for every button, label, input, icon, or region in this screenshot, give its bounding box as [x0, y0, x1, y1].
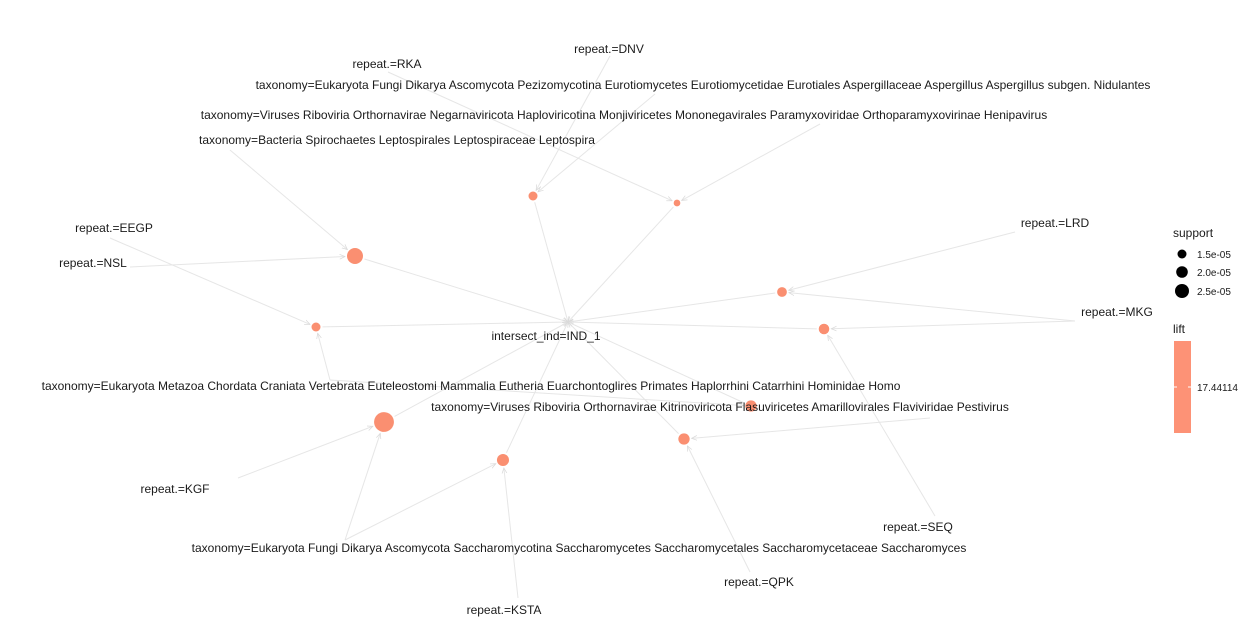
lift-legend-value: 17.44114 — [1197, 383, 1238, 394]
edge-item-to-rule — [686, 446, 751, 573]
rule-node-r1 — [528, 191, 538, 201]
item-label: repeat.=KGF — [140, 482, 209, 496]
support-legend-entry: 1.5e-05 — [1197, 250, 1231, 261]
item-label: taxonomy=Eukaryota Metazoa Chordata Cran… — [42, 379, 901, 393]
edge-item-to-rule — [229, 149, 347, 250]
edge-rule-to-consequent — [534, 202, 568, 322]
edge-rule-to-consequent — [506, 322, 569, 453]
rule-node-r4 — [311, 322, 321, 332]
rule-node-r5 — [777, 287, 787, 297]
item-label: repeat.=KSTA — [467, 603, 542, 617]
lift-colorbar — [1174, 341, 1191, 433]
legend: support 1.5e-05 2.0e-05 2.5e-05 lift 17.… — [1173, 226, 1238, 433]
edge-rule-to-consequent — [568, 322, 679, 434]
edge-item-to-rule — [318, 333, 331, 381]
item-label: taxonomy=Bacteria Spirochaetes Leptospir… — [199, 133, 595, 147]
rule-node-r7 — [374, 412, 394, 432]
edge-item-to-rule — [831, 320, 1076, 329]
lift-legend-title: lift — [1173, 322, 1186, 336]
edge-rule-to-consequent — [568, 292, 776, 322]
support-legend-dot-small — [1177, 249, 1187, 259]
item-label: repeat.=LRD — [1021, 216, 1090, 230]
edge-rule-to-consequent — [322, 322, 568, 328]
edge-rule-to-consequent — [364, 258, 568, 322]
edge-item-to-rule — [535, 55, 611, 190]
edge-item-to-rule — [692, 417, 931, 438]
edge-item-to-rule — [538, 93, 656, 192]
item-label: repeat.=DNV — [574, 42, 644, 56]
edge-rule-to-consequent — [568, 322, 817, 330]
rule-node-r3 — [347, 248, 363, 264]
edge-item-to-rule — [237, 426, 373, 479]
edge-item-to-rule — [789, 231, 1016, 290]
graph-edges — [109, 55, 1076, 599]
graph-labels: repeat.=DNV repeat.=RKA taxonomy=Eukaryota… — [42, 42, 1153, 617]
item-label: taxonomy=Viruses Riboviria Orthornavirae… — [201, 108, 1047, 122]
item-label: repeat.=NSL — [59, 256, 127, 270]
item-label: repeat.=MKG — [1081, 305, 1153, 319]
consequent-label: intersect_ind=IND_1 — [491, 329, 600, 343]
edge-item-to-rule — [828, 335, 936, 517]
support-legend-entry: 2.0e-05 — [1197, 268, 1231, 279]
edge-rule-to-consequent — [568, 321, 745, 404]
edge-item-to-rule — [129, 256, 345, 268]
item-label: repeat.=RKA — [352, 57, 421, 71]
item-label: repeat.=EEGP — [75, 221, 153, 235]
rule-node-r8 — [496, 453, 510, 467]
rule-node-r2 — [673, 199, 681, 207]
support-legend-dot-medium — [1176, 266, 1188, 278]
edge-rule-to-consequent — [394, 321, 568, 417]
edge-item-to-rule — [344, 433, 380, 541]
edge-rule-to-consequent — [568, 206, 674, 322]
edge-item-to-rule — [109, 237, 310, 325]
item-label: taxonomy=Eukaryota Fungi Dikarya Ascomyc… — [256, 78, 1151, 92]
item-label: repeat.=QPK — [724, 575, 794, 589]
rule-node-r10 — [745, 400, 757, 412]
edge-item-to-rule — [387, 71, 672, 202]
rule-node-r9 — [678, 433, 690, 445]
edge-item-to-rule — [344, 463, 496, 541]
support-legend-dot-large — [1175, 284, 1189, 298]
graph-nodes — [311, 191, 830, 467]
item-label: taxonomy=Eukaryota Fungi Dikarya Ascomyc… — [192, 541, 967, 555]
edge-item-to-rule — [329, 379, 743, 406]
item-label: repeat.=SEQ — [883, 520, 953, 534]
support-legend-title: support — [1173, 226, 1214, 240]
support-legend-entry: 2.5e-05 — [1197, 287, 1231, 298]
item-label: taxonomy=Viruses Riboviria Orthornavirae… — [431, 400, 1009, 414]
rule-node-r6 — [818, 323, 830, 335]
edge-item-to-rule — [789, 293, 1076, 322]
edge-item-to-rule — [504, 468, 519, 599]
edge-item-to-rule — [682, 123, 821, 201]
